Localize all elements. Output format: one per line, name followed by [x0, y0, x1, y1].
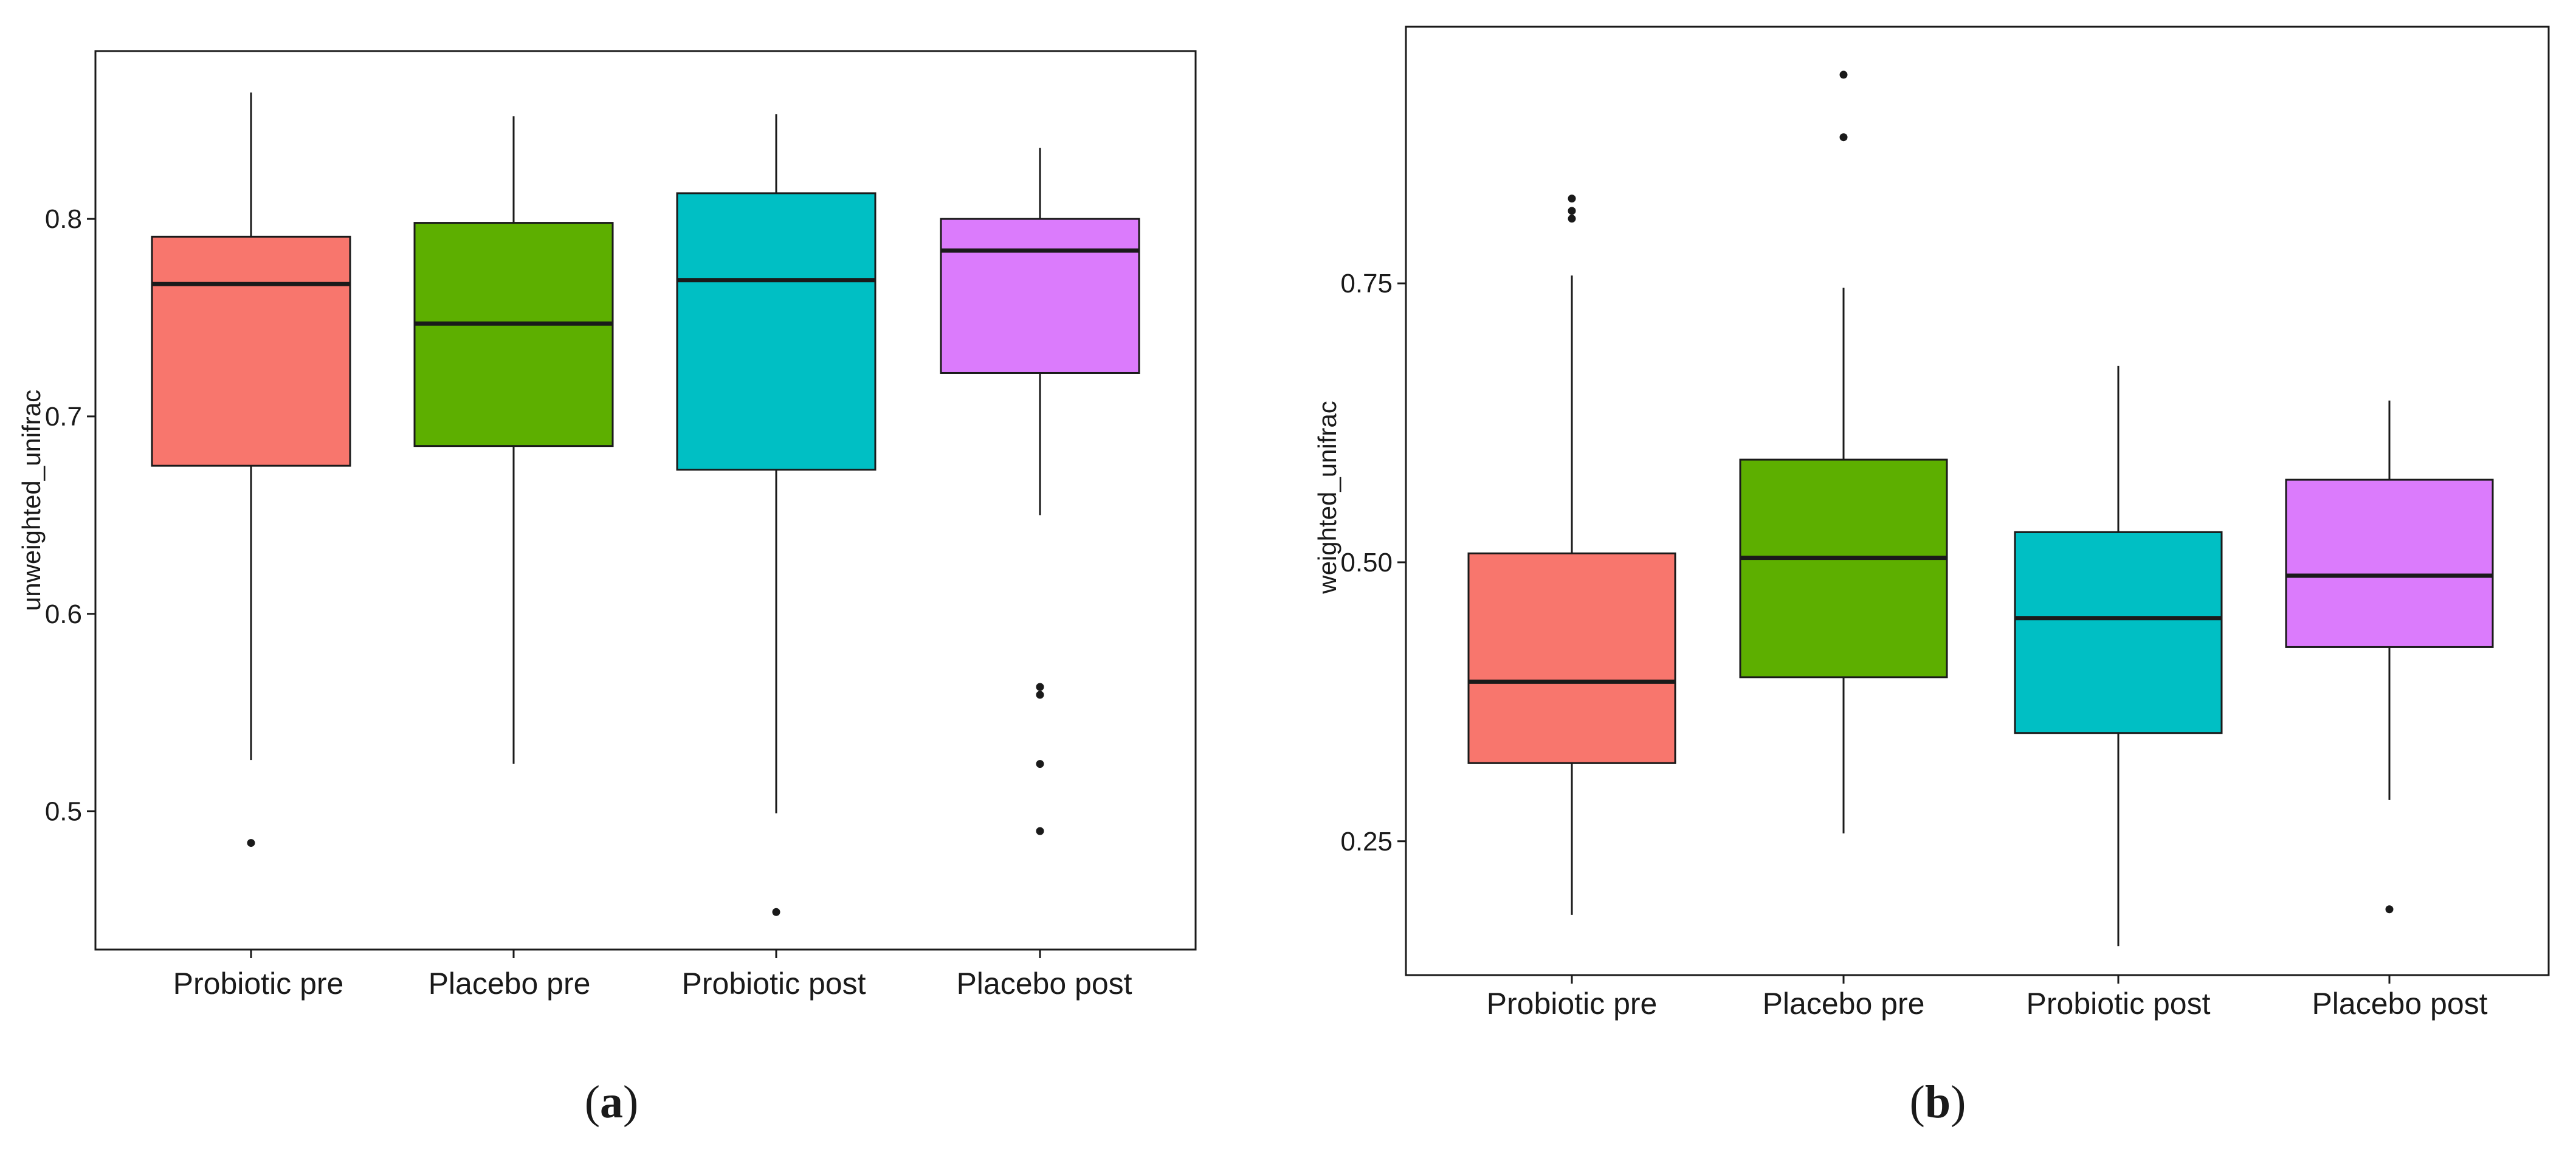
- panel-a-xtick-label-placebo-post: Placebo post: [956, 967, 1132, 1001]
- panel-a-outlier-probiotic-pre-0: [247, 839, 255, 847]
- panel-b-box-group-probiotic-post: [2014, 365, 2223, 947]
- panel-b-y-axis: 0.25 0.50 0.75: [1340, 269, 1406, 857]
- panel-a-xtick-label-placebo-pre: Placebo pre: [429, 967, 591, 1001]
- panel-a-box-group-probiotic-post: [676, 114, 876, 916]
- panel-a-box-group-placebo-pre: [413, 116, 614, 764]
- panel-a-box-placebo-post: [940, 218, 1140, 374]
- panel-b-plot-frame: [1405, 26, 2550, 976]
- panel-b-label: (b): [1910, 1077, 1966, 1128]
- panel-b-outlier-probiotic-pre-0: [1568, 195, 1576, 203]
- panel-a-box-group-placebo-post: [940, 148, 1140, 835]
- panel-a-ylabel: unweighted_unifrac: [17, 390, 46, 611]
- panel-a-x-axis: Probiotic pre Placebo pre Probiotic post Pl…: [173, 950, 1132, 1001]
- panel-b-box-group-placebo-post: [2285, 400, 2494, 914]
- panel-b-box-group-probiotic-pre: [1467, 195, 1676, 915]
- panel-b-ytick-label-1: 0.50: [1340, 548, 1393, 578]
- panel-b-outlier-placebo-pre-0: [1839, 71, 1848, 79]
- panel-a-box-probiotic-post: [676, 192, 876, 471]
- panel-b-xtick-label-placebo-post: Placebo post: [2312, 987, 2487, 1021]
- panel-a-ytick-label-3: 0.8: [45, 204, 82, 234]
- panel-b-ytick-label-2: 0.75: [1340, 269, 1393, 298]
- panel-b-boxes: [1467, 71, 2494, 947]
- panel-b-box-group-placebo-pre: [1739, 71, 1948, 833]
- panel-a-ytick-label-2: 0.7: [45, 402, 82, 432]
- panel-b-ylabel: weighted_unifrac: [1313, 401, 1341, 595]
- panel-a: 0.50.60.70.8 Probiotic pre Placebo pre Pro…: [17, 50, 1197, 1128]
- panel-b-box-probiotic-pre: [1467, 552, 1676, 764]
- panel-b-outlier-probiotic-pre-1: [1568, 207, 1576, 215]
- panel-a-y-axis: 0.5 0.6 0.7 0.8: [45, 204, 95, 827]
- panel-a-xtick-label-probiotic-post: Probiotic post: [682, 967, 866, 1001]
- panel-b-box-placebo-pre: [1739, 458, 1948, 678]
- panel-a-outlier-probiotic-post-0: [772, 908, 780, 916]
- panel-b-box-probiotic-post: [2014, 531, 2223, 734]
- panel-a-boxes: [151, 92, 1140, 916]
- panel-a-ytick-label-1: 0.6: [45, 599, 82, 629]
- panel-a-label-letter: a: [600, 1077, 623, 1128]
- panel-b-box-placebo-post: [2285, 478, 2494, 648]
- panel-b-xtick-label-probiotic-pre: Probiotic pre: [1487, 987, 1658, 1021]
- panel-b-x-axis: Probiotic pre Placebo pre Probiotic post Pl…: [1487, 975, 2488, 1021]
- panel-a-outlier-placebo-post-0: [1036, 683, 1044, 691]
- panel-a-box-group-probiotic-pre: [151, 92, 351, 847]
- panel-b-xtick-label-probiotic-post: Probiotic post: [2027, 987, 2211, 1021]
- panel-a-outlier-placebo-post-3: [1036, 827, 1044, 835]
- panel-b-outlier-placebo-post-0: [2385, 905, 2394, 914]
- panel-a-plot-frame: [94, 50, 1197, 951]
- panel-a-ytick-label-0: 0.5: [45, 797, 82, 827]
- panel-a-label: (a): [585, 1077, 639, 1128]
- panel-b-outlier-probiotic-pre-2: [1568, 215, 1576, 223]
- panel-a-outlier-placebo-post-2: [1036, 760, 1044, 768]
- panel-b-xtick-label-placebo-pre: Placebo pre: [1763, 987, 1925, 1021]
- panel-a-box-placebo-pre: [413, 222, 614, 447]
- panel-b-ytick-label-0: 0.25: [1340, 827, 1393, 857]
- panel-a-box-probiotic-pre: [151, 235, 351, 467]
- panel-b-label-letter: b: [1925, 1077, 1951, 1128]
- panel-b: 0.250.500.75 Probiotic pre Placebo pre Pro…: [1313, 26, 2550, 1128]
- panel-a-xtick-label-probiotic-pre: Probiotic pre: [173, 967, 344, 1001]
- panel-b-outlier-placebo-pre-1: [1839, 133, 1848, 142]
- panel-a-outlier-placebo-post-1: [1036, 691, 1044, 699]
